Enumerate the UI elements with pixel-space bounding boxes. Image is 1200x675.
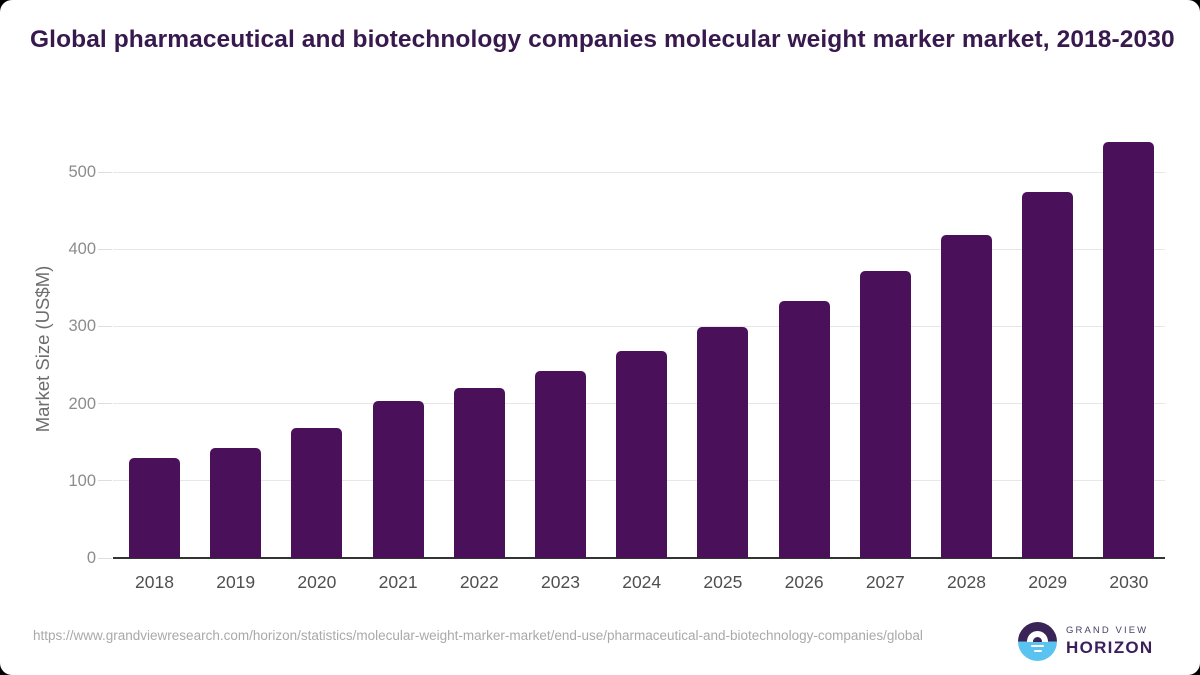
x-tick-label-2021: 2021 (378, 572, 418, 592)
bar-2023 (535, 371, 586, 558)
y-tickmark-500 (98, 171, 112, 173)
bar-2030 (1103, 141, 1155, 558)
horizon-sun-icon (1018, 622, 1057, 661)
y-tickmark-100 (98, 480, 112, 482)
y-tickmark-200 (98, 403, 112, 405)
bar-2018 (129, 458, 180, 558)
x-tick-label-2026: 2026 (784, 572, 824, 592)
bar-2020 (291, 428, 343, 558)
y-tick-label-0: 0 (86, 549, 96, 567)
x-tick-label-2019: 2019 (216, 572, 256, 592)
y-tickmark-0 (98, 557, 112, 559)
x-tick-label-2029: 2029 (1028, 572, 1068, 592)
y-tickmark-300 (98, 325, 112, 327)
y-tick-label-300: 300 (68, 317, 96, 336)
logo-brand-bottom-label: HORIZON (1066, 638, 1154, 657)
y-tick-label-400: 400 (68, 240, 96, 259)
x-tick-label-2020: 2020 (297, 572, 337, 592)
x-tick-label-2018: 2018 (135, 572, 174, 592)
bar-2027 (859, 270, 911, 558)
x-tick-label-2025: 2025 (703, 572, 743, 592)
bar-2029 (1022, 192, 1074, 558)
bar-2021 (372, 401, 424, 558)
bar-2019 (210, 447, 262, 558)
y-tickmark-400 (98, 248, 112, 250)
gridline-500 (113, 171, 1165, 173)
sun-arch-shape (1027, 631, 1048, 642)
chart-title: Global pharmaceutical and biotechnology … (30, 26, 1175, 53)
logo-brand-top-label: GRAND VIEW (1066, 625, 1149, 636)
bar-2026 (778, 300, 830, 558)
x-tick-label-2027: 2027 (865, 572, 905, 592)
reflection-line-1 (1031, 644, 1044, 648)
x-tick-label-2024: 2024 (622, 572, 662, 592)
bar-2025 (697, 327, 749, 558)
bar-2024 (616, 351, 668, 558)
x-tick-label-2028: 2028 (947, 572, 986, 592)
reflection-line-2 (1033, 649, 1042, 653)
y-tick-label-200: 200 (68, 394, 96, 413)
sun-arch-hole-shape (1033, 637, 1042, 642)
y-tick-label-500: 500 (68, 163, 96, 181)
grand-view-horizon-logo: GRAND VIEW HORIZON (1018, 622, 1153, 661)
y-tick-label-100: 100 (68, 471, 96, 490)
gridline-400 (113, 248, 1165, 250)
gridline-300 (113, 325, 1165, 327)
x-tick-label-2030: 2030 (1109, 572, 1149, 592)
x-tick-label-2023: 2023 (541, 572, 580, 592)
bar-2028 (941, 234, 992, 558)
source-url: https://www.grandviewresearch.com/horizo… (33, 628, 923, 643)
logo-wordmark: GRAND VIEW HORIZON (1066, 625, 1153, 658)
bar-2022 (453, 388, 505, 558)
x-tick-label-2022: 2022 (459, 572, 499, 592)
